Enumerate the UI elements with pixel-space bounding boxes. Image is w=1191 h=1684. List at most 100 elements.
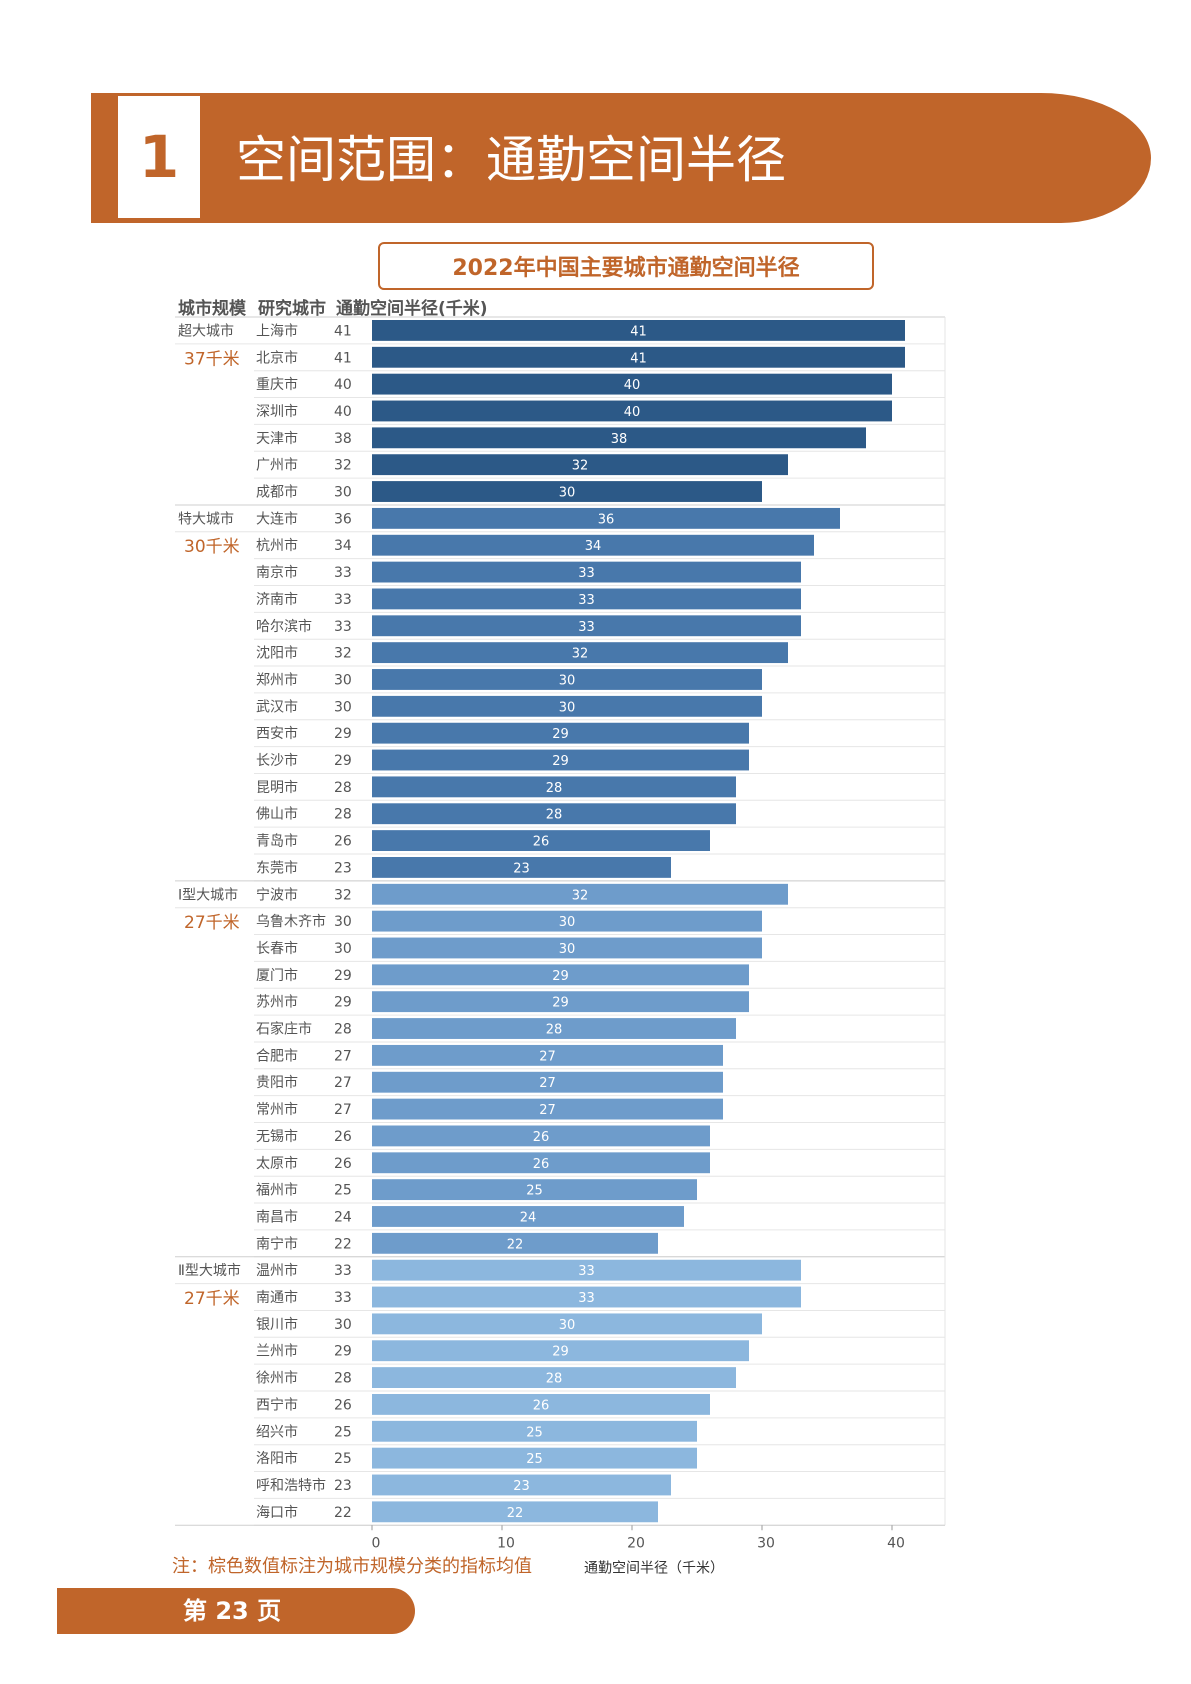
section-number: 1 <box>118 96 200 218</box>
city-label: 海口市 <box>256 1504 298 1521</box>
bar <box>372 1232 658 1254</box>
column-header-city: 研究城市 <box>258 298 326 319</box>
city-label: 大连市 <box>256 510 298 527</box>
bar <box>372 1206 684 1227</box>
bar <box>372 615 801 637</box>
value-label: 27 <box>334 1102 352 1118</box>
city-label: 绍兴市 <box>256 1423 298 1440</box>
bar <box>372 561 801 583</box>
page-footer-band <box>57 1588 415 1634</box>
value-label: 28 <box>334 1371 352 1387</box>
value-label: 40 <box>334 404 352 420</box>
bar-data-label: 27 <box>539 1103 556 1118</box>
value-label: 23 <box>334 860 352 876</box>
bar-data-label: 33 <box>578 566 595 581</box>
bar-data-label: 27 <box>539 1076 556 1091</box>
bar-data-label: 30 <box>559 486 576 501</box>
value-label: 36 <box>334 511 352 527</box>
value-label: 33 <box>334 1290 352 1306</box>
bar <box>372 534 814 556</box>
bar <box>372 1152 710 1174</box>
city-label: 厦门市 <box>256 967 298 984</box>
bar <box>372 803 736 825</box>
value-label: 30 <box>334 941 352 957</box>
bar-data-label: 28 <box>546 808 563 823</box>
value-label: 32 <box>334 887 352 903</box>
city-label: 郑州市 <box>256 671 298 688</box>
city-label: 呼和浩特市 <box>256 1477 326 1494</box>
value-label: 29 <box>334 968 352 984</box>
bar-data-label: 28 <box>546 1372 563 1387</box>
bar-data-label: 30 <box>559 942 576 957</box>
x-tick-label: 40 <box>887 1535 905 1551</box>
bar-data-label: 27 <box>539 1049 556 1064</box>
bar <box>372 373 892 395</box>
bar <box>372 507 840 529</box>
value-label: 26 <box>334 1129 352 1145</box>
bar-data-label: 25 <box>526 1425 543 1440</box>
bar-data-label: 29 <box>552 754 569 769</box>
x-tick-label: 10 <box>497 1535 515 1551</box>
value-label: 28 <box>334 780 352 796</box>
bar <box>372 1447 697 1469</box>
bar-data-label: 40 <box>624 405 641 420</box>
bar <box>372 964 749 986</box>
bar-data-label: 32 <box>572 888 589 903</box>
city-label: 北京市 <box>256 349 298 366</box>
value-label: 22 <box>334 1505 352 1521</box>
value-label: 29 <box>334 995 352 1011</box>
value-label: 33 <box>334 592 352 608</box>
value-label: 30 <box>334 1317 352 1333</box>
city-label: 杭州市 <box>256 537 298 554</box>
bar-data-label: 33 <box>578 593 595 608</box>
bar-data-label: 29 <box>552 1345 569 1360</box>
city-label: 无锡市 <box>256 1128 298 1145</box>
bar-data-label: 33 <box>578 1264 595 1279</box>
bar <box>372 830 710 851</box>
city-label: 成都市 <box>256 484 298 501</box>
value-label: 34 <box>334 538 352 554</box>
city-label: 广州市 <box>256 457 298 474</box>
city-label: 沈阳市 <box>256 645 298 662</box>
value-label: 29 <box>334 1344 352 1360</box>
bar-data-label: 22 <box>507 1506 524 1521</box>
value-label: 29 <box>334 726 352 742</box>
city-label: 宁波市 <box>256 886 298 903</box>
bar <box>372 481 762 502</box>
bar-data-label: 30 <box>559 1318 576 1333</box>
bar-data-label: 29 <box>552 727 569 742</box>
city-label: 南昌市 <box>256 1208 298 1225</box>
value-label: 26 <box>334 834 352 850</box>
city-label: 乌鲁木齐市 <box>256 913 326 930</box>
bar-data-label: 34 <box>585 539 602 554</box>
city-label: 上海市 <box>256 322 298 339</box>
city-label: 太原市 <box>256 1155 298 1172</box>
value-label: 33 <box>334 619 352 635</box>
x-tick-label: 30 <box>757 1535 775 1551</box>
chart-title: 2022年中国主要城市通勤空间半径 <box>378 242 874 290</box>
value-label: 27 <box>334 1048 352 1064</box>
value-label: 22 <box>334 1236 352 1252</box>
bar <box>372 1313 762 1335</box>
city-label: 青岛市 <box>256 833 298 850</box>
bar-data-label: 30 <box>559 673 576 688</box>
x-tick-label: 20 <box>627 1535 645 1551</box>
bar <box>372 883 788 905</box>
bar <box>372 320 905 341</box>
bar <box>372 1501 658 1523</box>
city-label: 南通市 <box>256 1289 298 1306</box>
city-label: 福州市 <box>256 1182 298 1199</box>
group-label: 特大城市 <box>178 510 234 527</box>
bar <box>372 1098 723 1120</box>
bar-data-label: 28 <box>546 781 563 796</box>
value-label: 30 <box>334 672 352 688</box>
bar <box>372 857 671 878</box>
bar <box>372 1044 723 1066</box>
bar-data-label: 29 <box>552 969 569 984</box>
value-label: 23 <box>334 1478 352 1494</box>
bar <box>372 910 762 932</box>
bar <box>372 776 736 798</box>
bar-data-label: 22 <box>507 1237 524 1252</box>
x-axis-label: 通勤空间半径（千米） <box>584 1560 724 1576</box>
group-average-label: 30千米 <box>184 537 240 557</box>
